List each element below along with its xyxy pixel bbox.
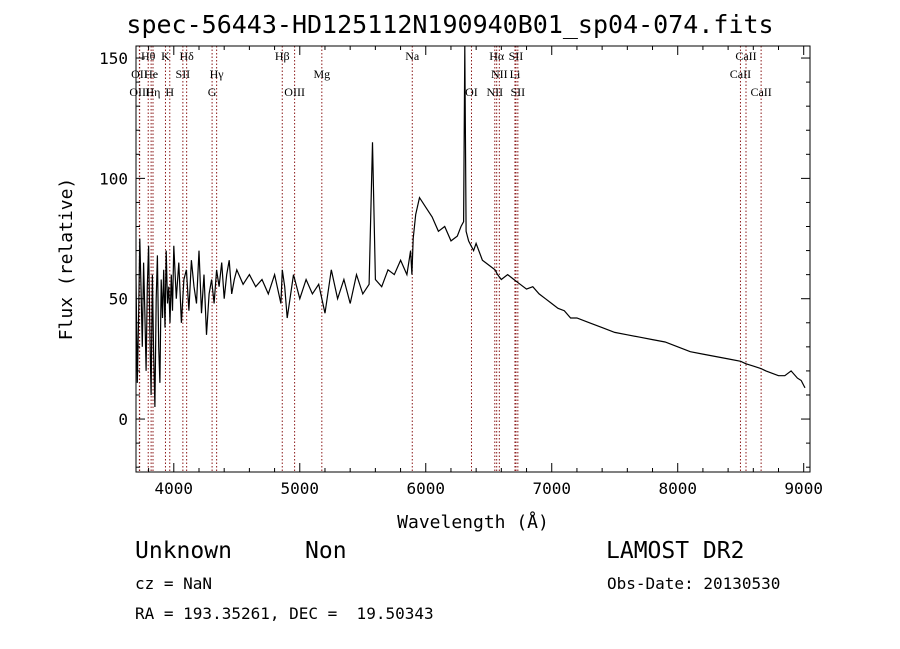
line-label: CaII [750,85,771,99]
line-label: OI [465,85,478,99]
obs-date: Obs-Date: 20130530 [607,574,781,593]
line-label: CaII [735,49,756,63]
line-label: OIII [284,85,305,99]
y-tick-label: 150 [99,49,128,68]
line-label: Hδ [179,49,194,63]
x-tick-label: 9000 [784,479,823,498]
chart-title: spec-56443-HD125112N190940B01_sp04-074.f… [126,10,774,39]
x-tick-label: 4000 [155,479,194,498]
line-label: SII [509,49,524,63]
line-label: Na [405,49,420,63]
line-label: CaII [730,67,751,81]
line-label: Hθ [141,49,156,63]
line-label: Hα [489,49,505,63]
subclass-label: Non [305,538,347,564]
line-label: SII [176,67,191,81]
line-label: Hβ [275,49,290,63]
y-axis-label: Flux (relative) [56,178,77,341]
x-tick-label: 5000 [281,479,320,498]
cz-value: cz = NaN [135,574,213,593]
line-label: Mg [313,67,330,81]
x-tick-label: 7000 [532,479,571,498]
line-label: Li [510,67,521,81]
line-label: OIII [129,85,150,99]
line-label: G [208,85,217,99]
line-label: SII [511,85,526,99]
class-label: Unknown [135,538,232,564]
survey-label: LAMOST DR2 [606,538,745,564]
line-label: H [165,85,174,99]
x-tick-label: 6000 [406,479,445,498]
line-label: K [161,49,170,63]
line-label: OII [131,67,148,81]
x-axis-label: Wavelength (Å) [397,511,549,533]
y-tick-label: 100 [99,169,128,188]
line-label: He [144,67,158,81]
line-label: Hη [146,85,161,99]
line-markers [138,46,762,472]
plot-frame [135,45,811,473]
axes: 4000 5000 6000 7000 8000 9000 0 50 100 150 [99,46,823,498]
y-tick-label: 50 [109,290,128,309]
line-label: NII [486,85,503,99]
x-tick-label: 8000 [658,479,697,498]
line-label: NII [491,67,508,81]
coordinates: RA = 193.35261, DEC = 19.50343 [135,604,434,623]
spectrum-line [135,45,806,408]
line-label: Hγ [210,67,225,81]
y-tick-label: 0 [118,410,128,429]
